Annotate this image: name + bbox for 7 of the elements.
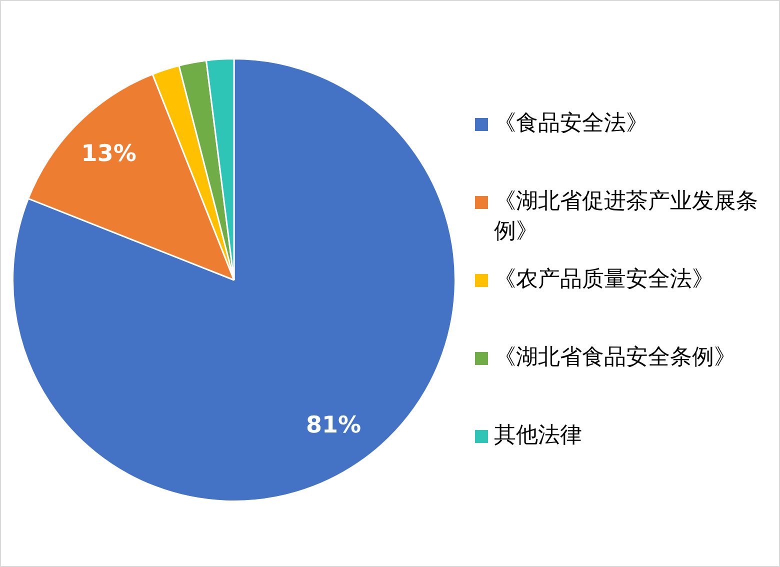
legend-label: 《食品安全法》 (494, 110, 648, 138)
legend-label: 《农产品质量安全法》 (494, 266, 714, 294)
data-label: 13% (81, 140, 136, 167)
legend-label: 《湖北省食品安全条例》 (494, 344, 736, 372)
legend-label: 其他法律 (494, 422, 582, 450)
legend-label: 《湖北省促进茶产业发展条例》 (494, 188, 759, 246)
data-label: 81% (306, 412, 362, 438)
